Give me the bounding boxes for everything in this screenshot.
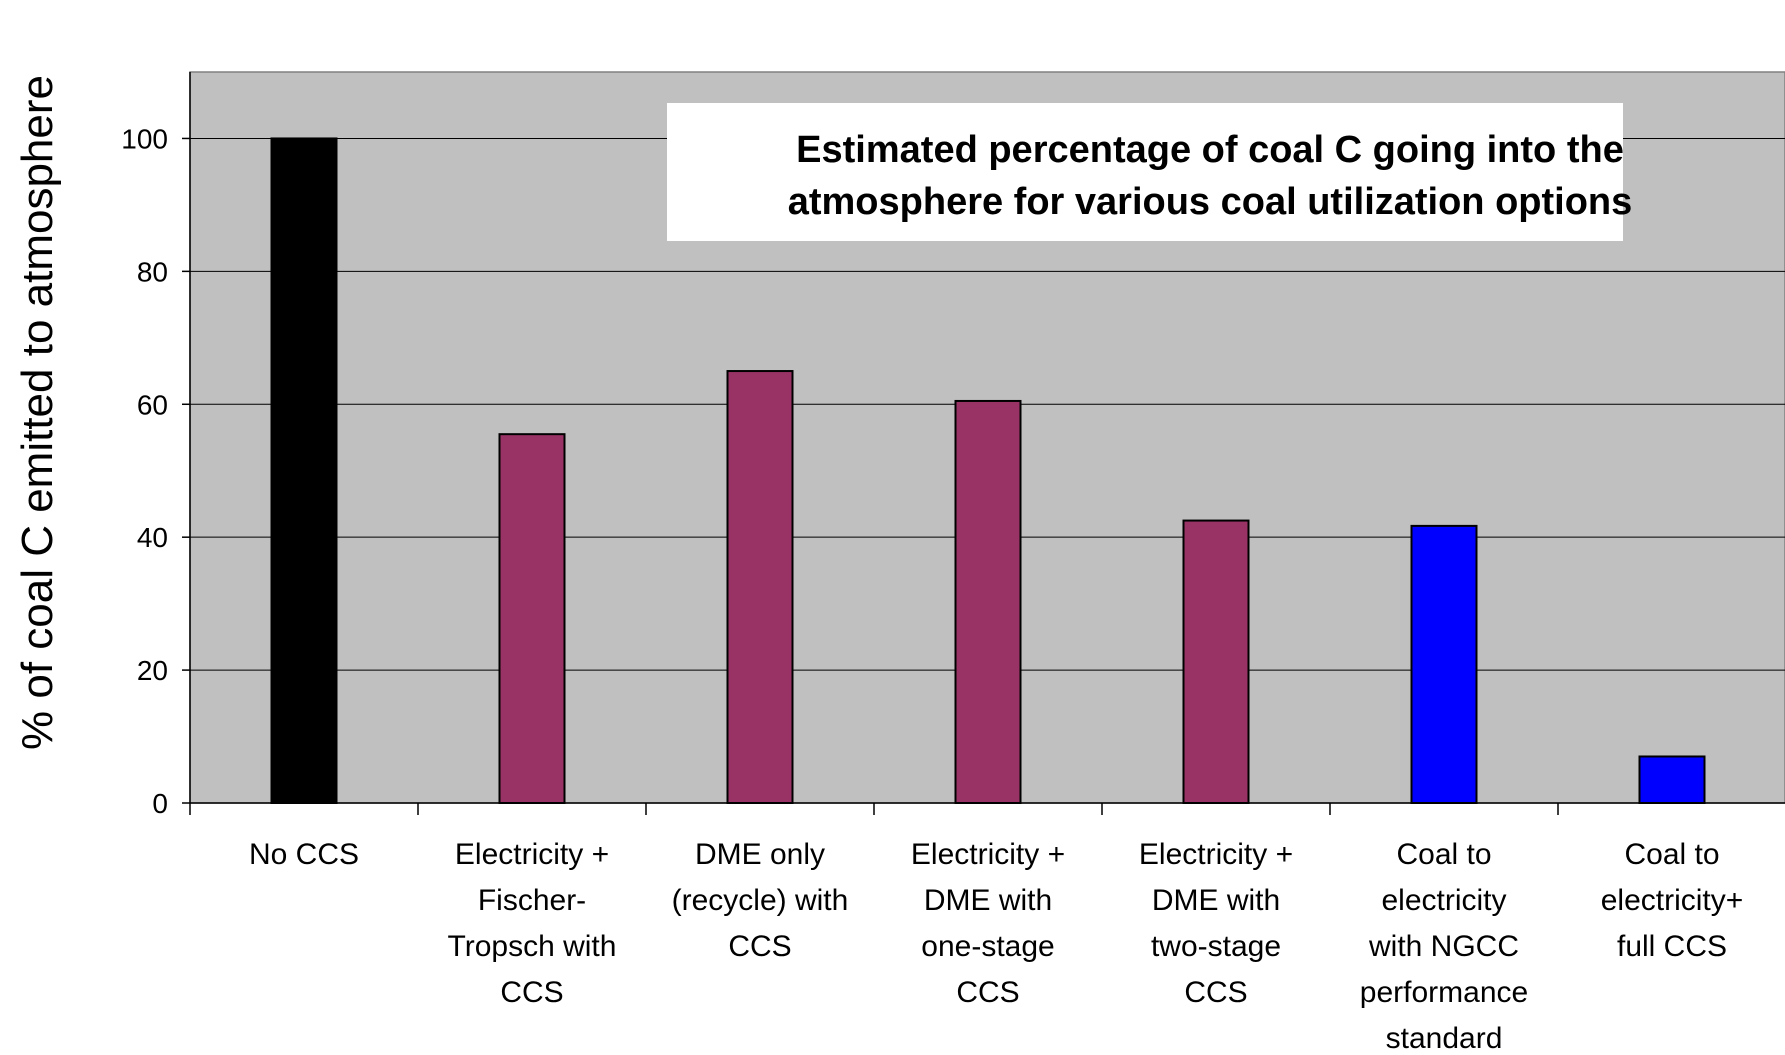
- bar: [1410, 524, 1478, 804]
- x-category-label-line: Electricity +: [455, 838, 609, 871]
- x-category-label-line: Electricity +: [911, 838, 1065, 871]
- x-category-label: Electricity + DME with one-stage CCS: [911, 838, 1065, 1009]
- x-category-label: Electricity + Fischer- Tropsch with CCS: [448, 838, 617, 1009]
- bar: [726, 370, 794, 804]
- y-axis-label: % of coal C emitted to atmosphere: [13, 75, 62, 750]
- x-category-label-line: CCS: [728, 930, 791, 963]
- chart-title: Estimated percentage of coal C going int…: [788, 129, 1633, 223]
- y-tick-label: 0: [152, 788, 168, 819]
- bar: [1638, 755, 1706, 804]
- x-category-label-line: No CCS: [249, 838, 359, 871]
- bar: [1182, 519, 1250, 804]
- x-category-label-line: two-stage: [1151, 930, 1281, 963]
- x-category-label-line: Electricity +: [1139, 838, 1293, 871]
- x-category-label-line: Coal to: [1624, 838, 1719, 871]
- x-category-label-line: Tropsch with: [448, 930, 617, 963]
- x-category-label: Coal to electricity with NGCC performance st…: [1360, 838, 1528, 1050]
- x-category-label-line: CCS: [956, 976, 1019, 1009]
- y-tick-label: 100: [121, 123, 168, 154]
- chart-title-line: Estimated percentage of coal C going int…: [796, 129, 1624, 171]
- x-category-label-line: DME with: [1152, 884, 1280, 917]
- y-tick-label: 40: [137, 522, 168, 553]
- x-category-label-line: electricity+: [1601, 884, 1744, 917]
- x-category-label: No CCS: [249, 838, 359, 871]
- x-category-label-line: (recycle) with: [672, 884, 849, 917]
- x-category-label: DME only (recycle) with CCS: [672, 838, 849, 963]
- x-category-label-line: Fischer-: [478, 884, 586, 917]
- x-category-label-line: DME only: [695, 838, 825, 871]
- title-box: [667, 103, 1623, 241]
- x-category-label: Coal to electricity+ full CCS: [1601, 838, 1744, 963]
- y-tick-label: 20: [137, 655, 168, 686]
- x-category-label-line: CCS: [500, 976, 563, 1009]
- x-category-label-line: electricity: [1381, 884, 1506, 917]
- x-category-label: Electricity + DME with two-stage CCS: [1139, 838, 1293, 1009]
- x-category-label-line: full CCS: [1617, 930, 1727, 963]
- y-tick-label: 80: [137, 256, 168, 287]
- x-category-label-line: performance: [1360, 976, 1528, 1009]
- chart-title-line: atmosphere for various coal utilization …: [788, 181, 1633, 223]
- bar: [954, 399, 1022, 804]
- bar: [498, 433, 566, 804]
- x-category-label-line: standard: [1386, 1022, 1503, 1050]
- y-tick-label: 60: [137, 389, 168, 420]
- x-category-label-line: DME with: [924, 884, 1052, 917]
- x-category-label-line: CCS: [1184, 976, 1247, 1009]
- bar: [270, 137, 338, 805]
- x-category-label-line: one-stage: [921, 930, 1054, 963]
- x-category-label-line: Coal to: [1396, 838, 1491, 871]
- x-category-label-line: with NGCC: [1368, 930, 1519, 963]
